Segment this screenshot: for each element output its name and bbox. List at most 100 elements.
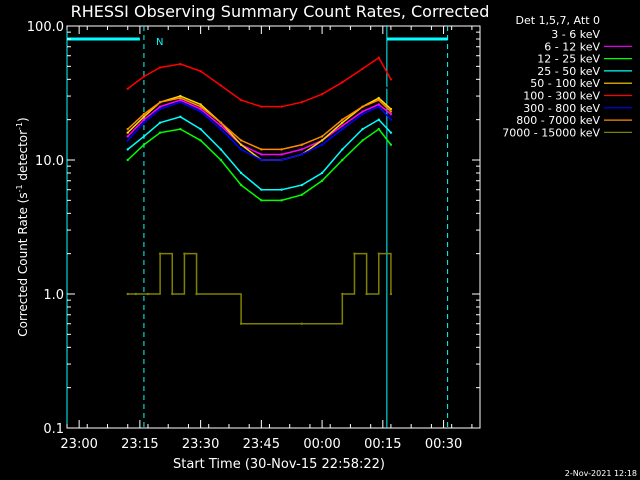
series-point	[260, 199, 263, 202]
series-point	[142, 118, 146, 121]
series-point	[239, 98, 243, 102]
series-point	[361, 105, 364, 108]
series-point	[142, 92, 146, 96]
series-point	[300, 143, 304, 146]
series-point	[389, 112, 393, 116]
series-point	[389, 143, 393, 146]
series-point	[142, 143, 146, 146]
series-point	[179, 115, 182, 119]
series-point	[361, 112, 364, 116]
series-point	[361, 67, 364, 70]
footer-date: 2-Nov-2021 12:18	[565, 469, 637, 478]
series-point	[158, 107, 162, 111]
series-point	[300, 100, 304, 104]
series-point	[134, 292, 138, 296]
series-point	[199, 110, 202, 113]
series-point	[126, 139, 129, 142]
series-point	[179, 96, 182, 100]
series-point	[361, 127, 364, 131]
legend-entry: 300 - 800 keV	[523, 102, 600, 115]
series-point	[280, 199, 283, 202]
series-point	[389, 89, 393, 92]
series-point	[260, 153, 263, 156]
plot-frame	[66, 25, 481, 429]
chart-title: RHESSI Observing Summary Count Rates, Co…	[71, 2, 490, 21]
series-point	[199, 127, 202, 131]
series-point	[300, 115, 304, 119]
series-point	[320, 107, 324, 111]
series-layer	[126, 56, 393, 325]
series-line	[127, 252, 392, 325]
series-point	[280, 148, 283, 151]
series-point	[377, 118, 380, 121]
legend-entry: 12 - 25 keV	[537, 53, 600, 66]
series-point	[126, 148, 129, 151]
y-axis-ticks: 100.0 10.0 1.0 0.1	[27, 20, 480, 437]
legend-entry: 3 - 6 keV	[551, 28, 600, 41]
series-point	[179, 78, 182, 81]
series-point	[142, 135, 146, 138]
series-point	[219, 158, 223, 162]
y-axis-label-mid: detector	[16, 130, 30, 185]
series-point	[158, 105, 162, 108]
series-point	[219, 148, 223, 151]
series-point	[341, 292, 344, 296]
series-point	[300, 322, 304, 325]
series-point	[219, 121, 223, 124]
series-point	[158, 121, 162, 124]
x-tick-label: 23:15	[121, 437, 158, 452]
series-point	[300, 153, 304, 156]
y-axis-label-main: Corrected Count Rate (s	[16, 192, 30, 336]
series-point	[219, 124, 223, 127]
series-point	[199, 139, 202, 142]
series-line	[127, 99, 392, 156]
series-point	[361, 110, 364, 113]
series-point	[389, 292, 393, 296]
series-point	[179, 62, 182, 66]
series-point	[158, 82, 162, 86]
series-point	[320, 143, 324, 146]
series-point	[219, 84, 223, 87]
series-point	[239, 322, 243, 325]
series-point	[300, 183, 304, 187]
series-point	[260, 148, 263, 151]
series-point	[239, 112, 243, 116]
x-tick-label: 00:15	[364, 437, 401, 452]
series-point	[300, 193, 304, 196]
series-point	[126, 131, 129, 134]
series-point	[361, 139, 364, 142]
series-point	[300, 148, 304, 151]
series-point	[280, 105, 283, 108]
series-point	[126, 87, 129, 90]
series-point	[158, 131, 162, 134]
series-point	[341, 148, 344, 151]
series-point	[280, 153, 283, 156]
legend-entry: 50 - 100 keV	[530, 77, 600, 90]
series-point	[199, 69, 202, 73]
series-point	[341, 118, 344, 121]
y-tick-label: 10.0	[35, 154, 64, 169]
series-point	[353, 252, 356, 255]
series-point	[389, 131, 393, 134]
series-point	[389, 107, 393, 111]
series-point	[280, 158, 283, 162]
legend-entry: 100 - 300 keV	[523, 90, 600, 103]
y-tick-label: 100.0	[27, 20, 64, 35]
series-point	[142, 112, 146, 116]
series-point	[179, 100, 182, 104]
y-axis-label-end: )	[16, 117, 30, 122]
series-point	[389, 78, 393, 81]
series-point	[341, 158, 344, 162]
series-point	[219, 98, 223, 102]
series-point	[341, 127, 344, 131]
series-point	[158, 66, 162, 69]
series-point	[377, 98, 380, 102]
series-point	[199, 105, 202, 108]
x-tick-label: 00:30	[425, 437, 462, 452]
series-point	[341, 98, 344, 102]
series-point	[260, 188, 263, 191]
series-point	[377, 103, 380, 106]
series-point	[320, 135, 324, 138]
y-axis-label-sup2: -1	[15, 122, 24, 130]
